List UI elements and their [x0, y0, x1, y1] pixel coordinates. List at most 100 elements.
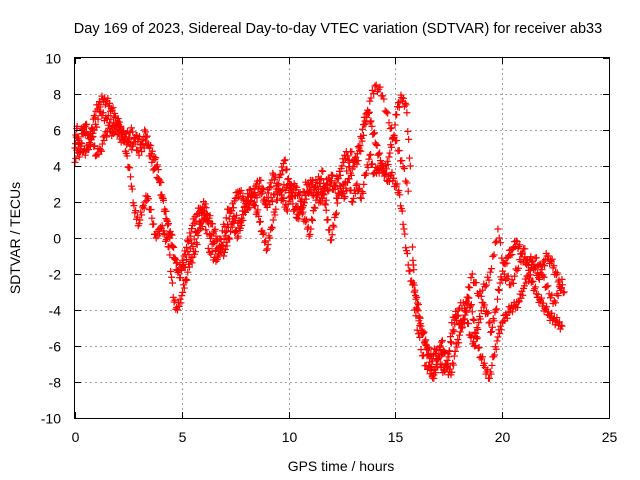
data-point [325, 187, 333, 195]
data-point [101, 101, 109, 109]
data-point [548, 255, 556, 263]
data-point [382, 108, 390, 116]
data-point [97, 147, 105, 155]
data-point [177, 274, 185, 282]
data-point [386, 125, 394, 133]
data-point [232, 211, 240, 219]
data-point [376, 149, 384, 157]
data-point [480, 359, 488, 367]
y-tick-label: 10 [45, 51, 61, 67]
data-point [553, 290, 561, 298]
data-point [445, 347, 453, 355]
data-point [281, 156, 289, 164]
data-point [244, 190, 252, 198]
data-point [394, 103, 402, 111]
data-point [272, 205, 280, 213]
data-point [425, 350, 433, 358]
data-point [416, 333, 424, 341]
data-point [398, 207, 406, 215]
data-point [130, 202, 138, 210]
data-point [347, 171, 355, 179]
data-point [487, 370, 495, 378]
data-point [353, 180, 361, 188]
data-point [317, 198, 325, 206]
data-point [493, 337, 501, 345]
data-point [379, 162, 387, 170]
data-point [101, 131, 109, 139]
data-point [359, 189, 367, 197]
data-point [259, 185, 267, 193]
data-point [98, 140, 106, 148]
data-point [555, 318, 563, 326]
x-tick-label: 0 [72, 429, 80, 445]
data-point [309, 177, 317, 185]
data-point [358, 137, 366, 145]
data-point [379, 92, 387, 100]
data-point [536, 260, 544, 268]
data-point [541, 304, 549, 312]
data-point [97, 146, 105, 154]
data-point [376, 83, 384, 91]
data-point [147, 206, 155, 214]
data-point [403, 179, 411, 187]
data-point [484, 309, 492, 317]
data-point [180, 263, 188, 271]
data-point [348, 148, 356, 156]
data-point [233, 194, 241, 202]
data-point [279, 167, 287, 175]
data-point [447, 333, 455, 341]
data-point [237, 186, 245, 194]
data-point [197, 220, 205, 228]
data-point [343, 167, 351, 175]
data-point [467, 302, 475, 310]
data-point [405, 154, 413, 162]
data-point [488, 361, 496, 369]
data-point [514, 298, 522, 306]
data-point [366, 97, 374, 105]
data-point [420, 329, 428, 337]
data-point [444, 350, 452, 358]
data-point [277, 170, 285, 178]
data-point [385, 153, 393, 161]
data-point [399, 220, 407, 228]
data-point [221, 222, 229, 230]
data-point [95, 107, 103, 115]
data-point [434, 356, 442, 364]
data-point [413, 326, 421, 334]
data-point [441, 367, 449, 375]
data-point [298, 198, 306, 206]
data-point [521, 245, 529, 253]
data-point [289, 185, 297, 193]
data-point [92, 152, 100, 160]
data-point [364, 108, 372, 116]
data-point [492, 345, 500, 353]
data-point [486, 318, 494, 326]
data-point [104, 112, 112, 120]
data-point [370, 130, 378, 138]
data-point [472, 279, 480, 287]
data-point [185, 251, 193, 259]
data-point [90, 143, 98, 151]
data-point [505, 252, 513, 260]
data-point [394, 99, 402, 107]
data-point [88, 133, 96, 141]
data-point [388, 124, 396, 132]
data-point [525, 256, 533, 264]
data-point [411, 306, 419, 314]
data-point [152, 154, 160, 162]
data-point [402, 101, 410, 109]
data-point [467, 274, 475, 282]
data-point [156, 223, 164, 231]
data-point [356, 147, 364, 155]
data-point [264, 240, 272, 248]
data-point [332, 209, 340, 217]
data-point [239, 192, 247, 200]
data-point [336, 171, 344, 179]
data-point [536, 296, 544, 304]
x-axis-label: GPS time / hours [288, 458, 395, 474]
data-point [154, 175, 162, 183]
data-point [385, 177, 393, 185]
data-point [138, 148, 146, 156]
data-point [488, 328, 496, 336]
